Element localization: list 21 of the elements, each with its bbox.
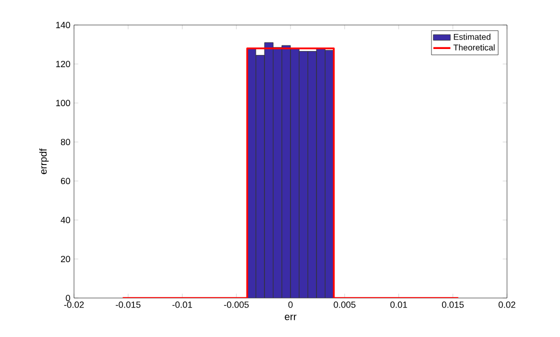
x-tick-label: 0 [288, 302, 293, 308]
y-tick-label: 80 [60, 138, 70, 146]
y-tick-label: 100 [56, 100, 70, 106]
x-tick-label: -0.01 [172, 302, 192, 308]
legend-label: Estimated [454, 34, 490, 40]
y-tick-label: 120 [56, 60, 70, 68]
x-tick-label: 0.02 [498, 302, 516, 308]
y-tick-label: 20 [60, 256, 70, 262]
y-tick-label: 40 [60, 216, 70, 224]
x-tick-label: -0.015 [116, 302, 140, 308]
legend-label: Theoretical [453, 44, 495, 50]
x-tick-label: 0.005 [334, 302, 356, 308]
y-tick-label: 140 [56, 22, 70, 28]
x-axis-title: err [284, 314, 296, 320]
y-tick-label: 0 [66, 294, 70, 302]
x-tick-label: -0.005 [224, 302, 249, 308]
y-tick-label: 60 [60, 178, 70, 184]
x-tick-label: 0.015 [442, 302, 464, 308]
y-axis-title: errpdf [39, 148, 49, 174]
x-tick-label: -0.02 [64, 302, 84, 308]
x-tick-label: 0.01 [390, 302, 408, 308]
